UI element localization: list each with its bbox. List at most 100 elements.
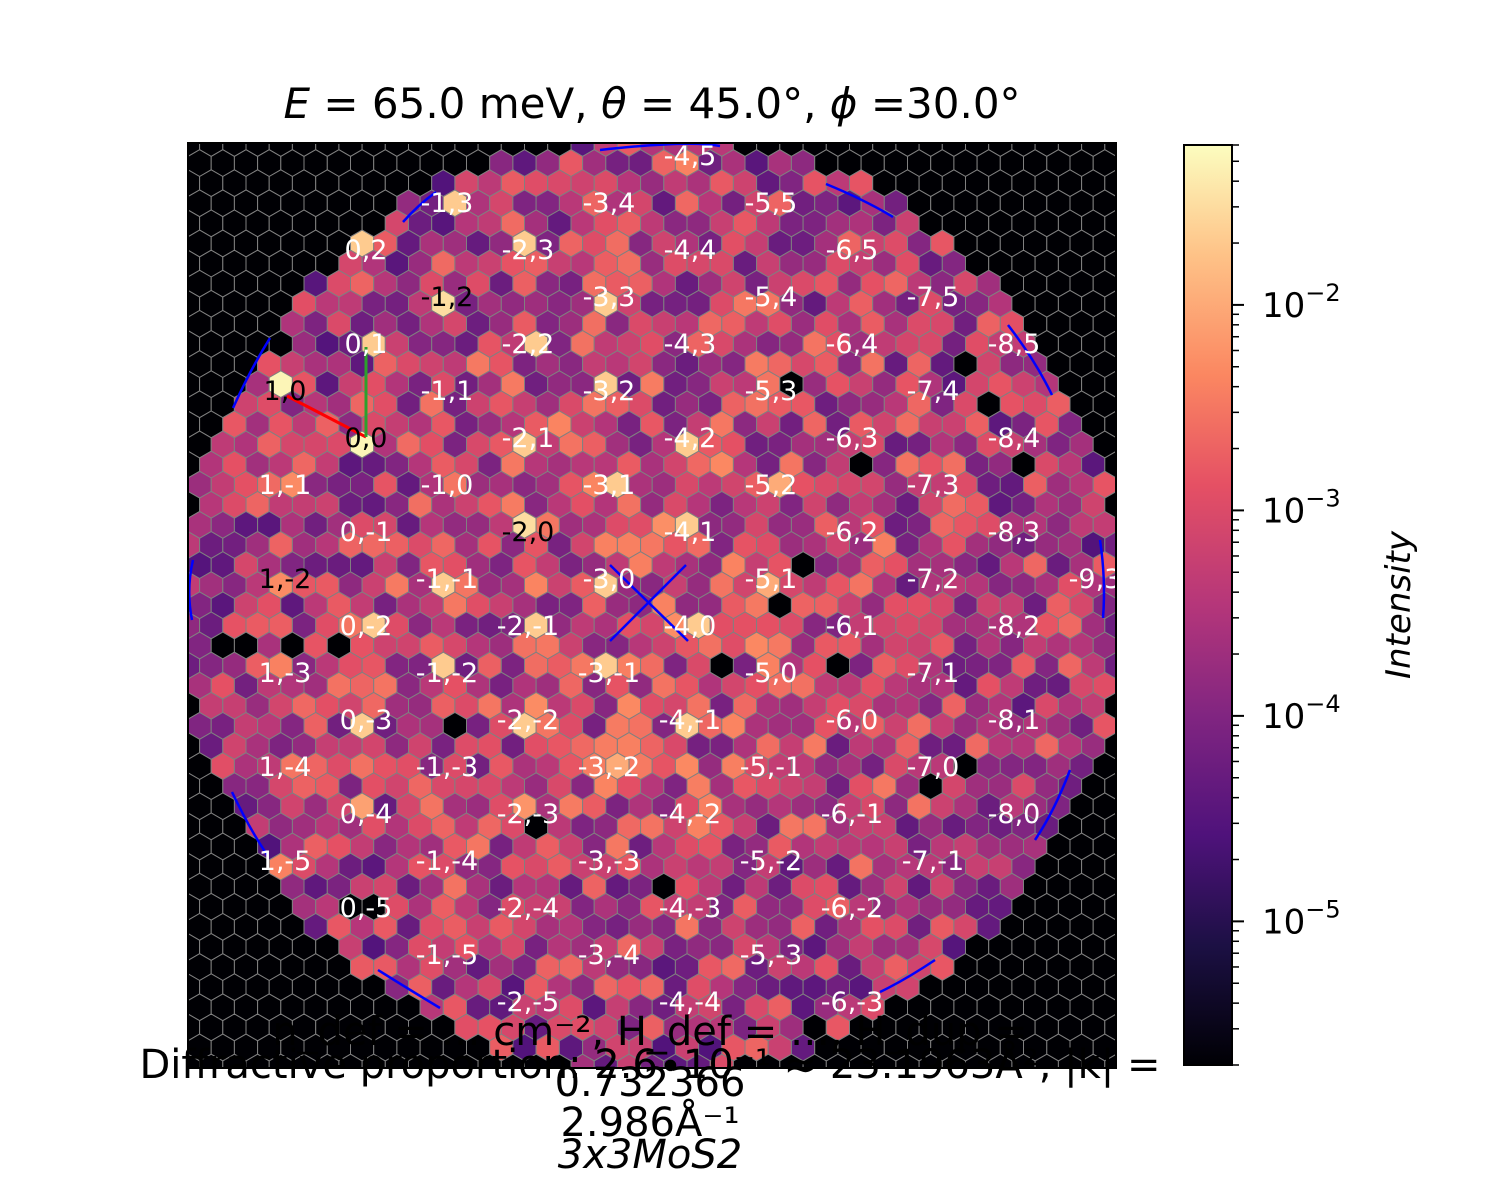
hex-cell — [1140, 150, 1163, 177]
hex-cell — [1115, 799, 1116, 814]
hex-cell — [1128, 692, 1151, 719]
hex-cell — [1128, 411, 1151, 438]
peak-label: -8,0 — [988, 799, 1041, 830]
hex-cell — [1128, 1094, 1151, 1121]
peak-label: -3,-4 — [578, 940, 640, 971]
hex-cell — [1115, 357, 1116, 372]
hex-cell — [1070, 110, 1093, 137]
hex-cell — [850, 1094, 873, 1121]
hex-cell — [188, 638, 189, 653]
hex-cell — [142, 431, 165, 458]
peak-label: -4,-2 — [659, 799, 721, 830]
hex-cell — [200, 89, 223, 116]
hex-cell — [211, 110, 234, 137]
hex-cell — [130, 572, 153, 599]
peak-label: -2,3 — [502, 235, 555, 266]
hex-cell — [954, 1115, 977, 1142]
hex-cell — [1140, 391, 1163, 418]
colorbar-tick-label: 10−3 — [1262, 484, 1341, 531]
hex-cell — [188, 959, 189, 975]
hex-cell — [1082, 89, 1105, 116]
hex-cell — [1140, 270, 1163, 297]
hex-cell — [130, 210, 153, 237]
hex-cell — [1115, 156, 1116, 171]
hex-cell — [153, 130, 176, 157]
peak-label: -3,1 — [583, 470, 636, 501]
hex-cell — [1140, 110, 1163, 137]
hex-cell — [989, 1094, 1012, 1121]
hex-cell — [1128, 652, 1151, 679]
hex-cell — [188, 1115, 211, 1142]
hex-cell — [188, 758, 189, 774]
peak-label: -3,-1 — [578, 658, 640, 689]
hex-cell — [188, 437, 189, 452]
hex-cell — [1116, 1115, 1139, 1142]
hex-cell — [142, 471, 165, 498]
peak-label: -4,2 — [664, 423, 717, 454]
hex-cell — [200, 1094, 223, 1121]
hex-cell — [142, 914, 165, 941]
hex-cell — [153, 572, 176, 599]
peak-label: -7,3 — [907, 470, 960, 501]
hex-cell — [1104, 370, 1116, 398]
hex-cell — [1104, 410, 1116, 439]
hex-cell — [223, 1094, 246, 1121]
hex-cell — [1058, 89, 1081, 116]
peak-label: 0,2 — [345, 235, 388, 266]
hex-cell — [130, 652, 153, 679]
hex-cell — [304, 1115, 327, 1142]
peak-label: -5,5 — [745, 188, 798, 219]
hex-cell — [1140, 833, 1163, 860]
hex-cell — [142, 672, 165, 699]
hex-cell — [1128, 331, 1151, 358]
peak-label: -7,0 — [907, 752, 960, 783]
hex-cell — [142, 954, 165, 981]
hex-cell — [1128, 170, 1151, 197]
hex-cell — [1115, 718, 1116, 733]
hex-cell — [1115, 397, 1116, 412]
hex-cell — [1115, 1000, 1116, 1015]
hex-cell — [757, 1094, 780, 1121]
hex-cell — [153, 652, 176, 679]
hex-cell — [153, 773, 176, 800]
hex-cell — [176, 1094, 199, 1121]
hex-cell — [142, 190, 165, 217]
hex-cell — [188, 919, 189, 935]
peak-label: -5,2 — [745, 470, 798, 501]
hex-cell — [130, 853, 153, 880]
hex-cell — [1000, 1115, 1023, 1142]
hex-cell — [142, 994, 165, 1021]
hex-cell — [1104, 531, 1116, 559]
hex-cell — [130, 532, 153, 559]
hex-cell — [791, 1115, 814, 1142]
peak-label: -4,4 — [664, 235, 717, 266]
peak-label: -4,1 — [664, 517, 717, 548]
peak-label: -3,-3 — [578, 846, 640, 877]
hex-cell — [153, 491, 176, 518]
hex-cell — [1082, 1094, 1105, 1121]
hex-cell — [1128, 974, 1151, 1001]
hex-cell — [1104, 330, 1116, 358]
hex-cell — [1105, 1094, 1128, 1121]
hex-cell — [1128, 491, 1151, 518]
peak-label: -5,0 — [745, 658, 798, 689]
hex-cell — [246, 1094, 269, 1121]
hex-cell — [153, 170, 176, 197]
hex-cell — [919, 1094, 942, 1121]
hex-cell — [339, 1094, 362, 1121]
peak-label: -7,2 — [907, 564, 960, 595]
peak-label: -8,2 — [988, 611, 1041, 642]
peak-label: -8,4 — [988, 423, 1041, 454]
peak-label: 1,-3 — [259, 658, 312, 689]
hex-cell — [153, 733, 176, 760]
peak-label: 1,-4 — [259, 752, 312, 783]
hex-cell — [188, 557, 189, 573]
hex-cell — [153, 89, 176, 116]
hex-cell — [467, 1115, 490, 1142]
peak-label: -2,0 — [502, 517, 555, 548]
peak-label: -5,1 — [745, 564, 798, 595]
hex-cell — [513, 1115, 536, 1142]
peak-label: -1,-1 — [416, 564, 478, 595]
peak-label: 0,-3 — [340, 705, 393, 736]
colorbar-tick-label: 10−4 — [1262, 690, 1341, 737]
